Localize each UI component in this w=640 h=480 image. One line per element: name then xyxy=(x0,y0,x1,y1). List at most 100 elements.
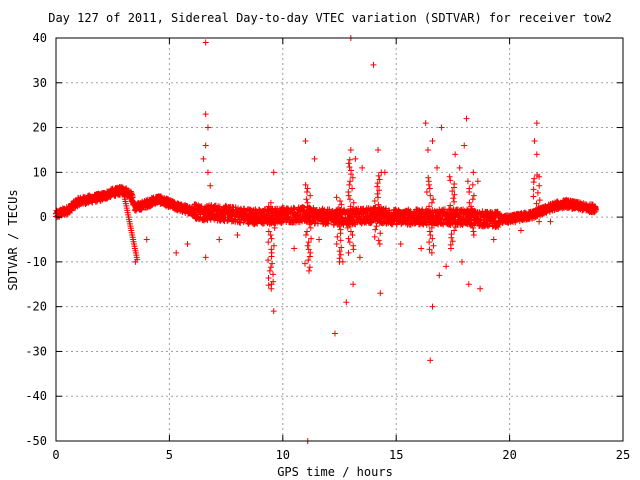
data-point xyxy=(268,217,275,224)
data-point xyxy=(348,214,355,221)
x-axis-label: GPS time / hours xyxy=(277,465,393,479)
data-point xyxy=(426,221,433,228)
data-point xyxy=(346,196,353,203)
data-point xyxy=(335,205,342,212)
outlier-point xyxy=(531,137,538,144)
data-point xyxy=(337,226,344,233)
data-point xyxy=(452,220,459,227)
data-point xyxy=(374,183,381,190)
data-point xyxy=(448,231,455,238)
data-point xyxy=(530,186,537,193)
data-point xyxy=(347,203,354,210)
data-point xyxy=(267,264,274,271)
data-point xyxy=(428,249,435,256)
data-point xyxy=(336,248,343,255)
outlier-point xyxy=(422,120,429,127)
data-point xyxy=(592,206,599,213)
data-point xyxy=(307,249,314,256)
data-point xyxy=(428,217,435,224)
data-point xyxy=(303,206,310,213)
data-point xyxy=(533,200,540,207)
data-point xyxy=(425,178,432,185)
y-tick-label: -50 xyxy=(25,434,47,448)
data-point xyxy=(376,240,383,247)
outlier-point xyxy=(397,240,404,247)
data-point xyxy=(346,156,353,163)
data-point xyxy=(324,220,331,227)
chart-title: Day 127 of 2011, Sidereal Day-to-day VTE… xyxy=(48,11,612,25)
outlier-point xyxy=(132,258,139,265)
data-point xyxy=(337,237,344,244)
tick-layer xyxy=(55,37,624,442)
outlier-point xyxy=(370,61,377,68)
outlier-point xyxy=(270,308,277,315)
data-point xyxy=(469,181,476,188)
data-point xyxy=(451,227,458,234)
data-point xyxy=(536,218,543,225)
data-point xyxy=(345,160,352,167)
data-point xyxy=(449,188,456,195)
outlier-point xyxy=(375,146,382,153)
y-tick-label: -40 xyxy=(25,389,47,403)
data-point xyxy=(494,222,501,229)
data-point xyxy=(333,194,340,201)
plot-frame xyxy=(55,37,624,442)
data-point xyxy=(336,223,343,230)
data-point xyxy=(535,204,542,211)
data-point xyxy=(346,163,353,170)
data-point xyxy=(495,224,502,231)
data-point xyxy=(425,174,432,181)
outlier-point xyxy=(350,281,357,288)
data-point xyxy=(346,181,353,188)
data-point xyxy=(305,257,312,264)
data-point xyxy=(447,241,454,248)
data-point xyxy=(466,185,473,192)
data-point xyxy=(375,237,382,244)
outlier-point xyxy=(234,232,241,239)
outlier-point xyxy=(202,142,209,149)
data-point xyxy=(265,203,272,210)
outlier-point xyxy=(443,263,450,270)
outlier-point xyxy=(316,236,323,243)
data-point xyxy=(386,208,393,215)
data-point xyxy=(426,246,433,253)
data-point xyxy=(305,246,312,253)
outlier-point xyxy=(356,254,363,261)
data-point xyxy=(349,232,356,239)
grid-layer xyxy=(56,38,623,441)
data-point xyxy=(303,232,310,239)
data-point xyxy=(534,189,541,196)
data-point xyxy=(375,172,382,179)
data-point xyxy=(430,242,437,249)
data-point xyxy=(426,203,433,210)
outlier-point xyxy=(470,169,477,176)
data-point xyxy=(307,192,314,199)
data-point xyxy=(465,217,472,224)
data-point xyxy=(191,206,198,213)
data-point xyxy=(325,220,332,227)
data-point xyxy=(375,215,382,222)
data-point xyxy=(304,185,311,192)
data-point xyxy=(269,271,276,278)
data-point xyxy=(377,230,384,237)
data-point xyxy=(270,242,277,249)
data-layer xyxy=(53,35,599,444)
data-point xyxy=(307,214,314,221)
data-point xyxy=(470,210,477,217)
outlier-point xyxy=(381,169,388,176)
data-point xyxy=(375,208,382,215)
data-point xyxy=(348,167,355,174)
data-point xyxy=(128,191,135,198)
outlier-point xyxy=(517,227,524,234)
outlier-point xyxy=(359,164,366,171)
data-point xyxy=(469,206,476,213)
outlier-point xyxy=(461,142,468,149)
data-point xyxy=(371,233,378,240)
outlier-point xyxy=(291,245,298,252)
data-point xyxy=(449,209,456,216)
data-point xyxy=(427,192,434,199)
data-point xyxy=(470,192,477,199)
outlier-point xyxy=(184,240,191,247)
data-point xyxy=(429,235,436,242)
